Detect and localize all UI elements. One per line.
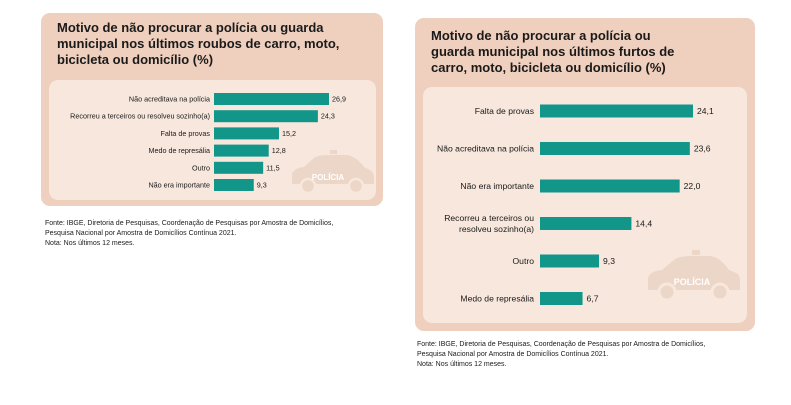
chart-title-furtos: Motivo de não procurar a polícia ou guar… [431,28,751,76]
bar [540,142,690,155]
bar [214,161,264,174]
title-line: Motivo de não procurar a polícia ou [431,28,651,43]
category-label: Recorreu a terceiros ou resolveu sozinho… [70,112,210,121]
category-label: Recorreu a terceiros ou [444,213,534,223]
value-label: 22,0 [684,181,701,191]
category-label: Falta de provas [160,129,210,138]
source-line: Fonte: IBGE, Diretoria de Pesquisas, Coo… [417,341,706,348]
category-label: Outro [192,163,210,172]
police-car-icon: POLÍCIA [292,150,374,195]
value-label: 9,3 [257,181,267,190]
note: Nota: Nos últimos 12 meses. [417,361,507,368]
bar [540,217,632,230]
category-label: Outro [513,256,535,266]
bar [214,127,279,140]
bar [540,292,583,305]
title-line: municipal nos últimos roubos de carro, m… [57,36,340,51]
value-label: 15,2 [282,129,296,138]
value-label: 14,4 [635,219,652,229]
value-label: 9,3 [603,256,615,266]
note: Nota: Nos últimos 12 meses. [45,240,135,247]
value-label: 12,8 [272,146,286,155]
category-label: Não acreditava na polícia [129,95,210,104]
category-label: Não acreditava na polícia [437,144,534,154]
source-line: Fonte: IBGE, Diretoria de Pesquisas, Coo… [45,220,334,227]
bar [214,93,329,105]
bar [540,179,680,193]
category-label: Falta de provas [475,106,534,116]
police-car-icon: POLÍCIA [648,250,740,302]
source-line: Pesquisa Nacional por Amostra de Domicíl… [417,351,609,358]
chart-title-roubos: Motivo de não procurar a polícia ou guar… [57,20,377,68]
bar [214,110,318,123]
title-line: bicicleta ou domicílio (%) [57,52,214,67]
police-car-label: POLÍCIA [674,277,711,287]
value-label: 26,9 [332,95,346,104]
bar [540,254,600,268]
value-label: 11,5 [266,163,279,172]
category-label: Medo de represália [148,146,210,155]
category-label: Medo de represália [460,294,534,304]
police-car-label: POLÍCIA [312,173,345,182]
value-label: 24,3 [321,112,335,121]
source-line: Pesquisa Nacional por Amostra de Domicíl… [45,230,237,237]
bar [214,179,254,191]
value-label: 23,6 [694,144,711,154]
bar [540,104,693,118]
bar [214,144,269,157]
title-line: guarda municipal nos últimos furtos de [431,44,675,59]
title-line: Motivo de não procurar a polícia ou guar… [57,20,324,35]
value-label: 6,7 [587,294,599,304]
category-label: resolveu sozinho(a) [459,224,534,234]
chart-source-roubos: Fonte: IBGE, Diretoria de Pesquisas, Coo… [45,219,333,249]
chart-source-furtos: Fonte: IBGE, Diretoria de Pesquisas, Coo… [417,340,705,370]
value-label: 24,1 [697,106,714,116]
category-label: Não era importante [148,181,210,190]
category-label: Não era importante [460,181,534,191]
title-line: carro, moto, bicicleta ou domicílio (%) [431,60,666,75]
